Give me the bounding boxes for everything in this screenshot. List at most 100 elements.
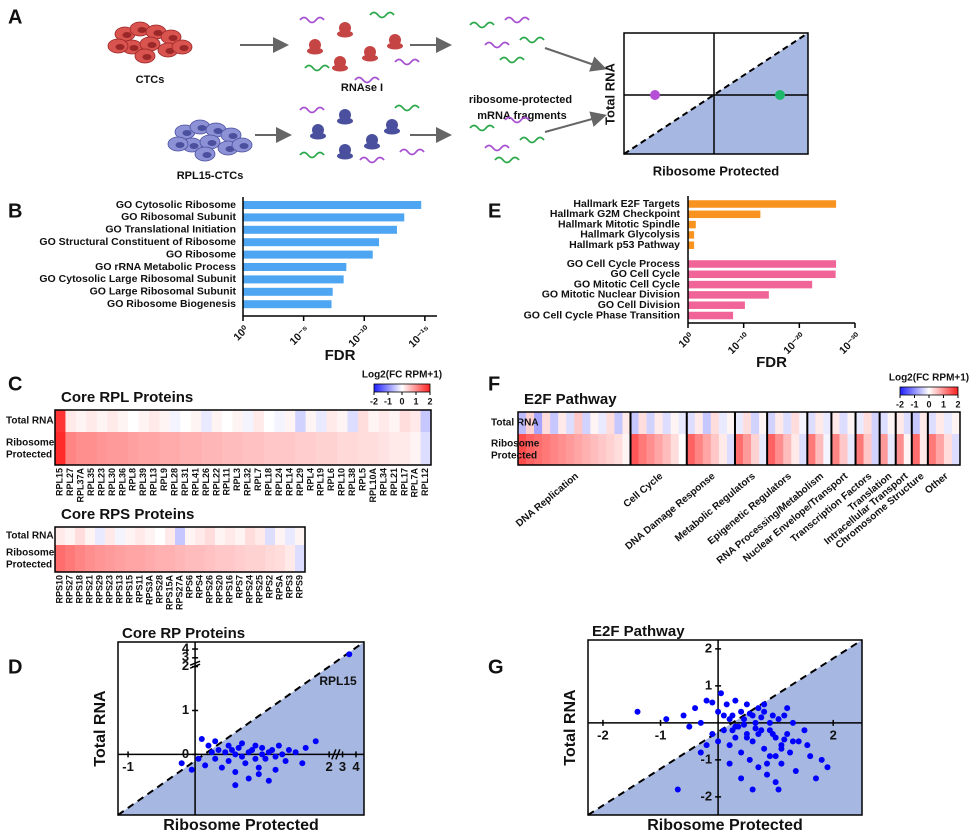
axis-title: Ribosome Protected [163, 817, 319, 834]
colorbar-title: Log2(FC RPM+1) [889, 373, 969, 384]
heatmap-cell [75, 432, 87, 465]
arrow [544, 111, 607, 133]
heatmap-cell [895, 412, 905, 434]
category-label: GO rRNA Metabolic Process [95, 261, 236, 273]
heatmap-cell [125, 527, 136, 545]
heatmap-cell [149, 410, 160, 432]
column-label: RPL24 [274, 468, 284, 496]
heatmap-cell [887, 412, 897, 434]
column-label: RPS11 [134, 575, 144, 603]
chart-title: Core RP Proteins [122, 625, 245, 642]
heatmap-cell [86, 410, 98, 432]
heatmap-cell [232, 410, 244, 432]
heatmap-cell [670, 412, 680, 434]
category-label: GO Cell Cycle Phase Transition [524, 309, 680, 321]
panel-letter: D [8, 656, 22, 678]
ribosome [310, 132, 326, 140]
point [781, 736, 788, 743]
point [738, 775, 745, 782]
colorbar-tick-label: -2 [896, 399, 904, 409]
column-label: RPL38 [347, 468, 357, 496]
heatmap-frame [54, 526, 306, 573]
bar [688, 231, 695, 239]
point [772, 753, 779, 760]
nucleus [168, 35, 178, 41]
column-label: RPL22 [211, 468, 221, 496]
point [775, 786, 782, 793]
heatmap-cell [678, 412, 688, 434]
chart-title: E2F Pathway [592, 623, 685, 640]
point [723, 701, 730, 708]
nucleus [202, 152, 212, 158]
y-tick-label: 1 [182, 702, 189, 717]
x-tick-label: 10⁻¹⁰ [726, 330, 753, 357]
label: RNAse I [341, 82, 383, 94]
point [249, 747, 256, 754]
heatmap-cell [911, 412, 921, 434]
heatmap-cell [225, 545, 236, 572]
heatmap-cell [598, 434, 607, 465]
point [789, 719, 796, 726]
x-tick-label: 10⁰ [676, 330, 696, 350]
heatmap-cell [783, 434, 792, 465]
heatmap-cell [558, 434, 567, 465]
heatmap-cell [55, 545, 66, 572]
nucleus [129, 45, 139, 51]
column-label: RPS10 [54, 575, 64, 604]
heatmap-cell [710, 434, 720, 465]
bar [688, 291, 769, 299]
heatmap-cell [245, 527, 256, 545]
heatmap-cell [378, 410, 390, 432]
column-label: RPS28 [154, 575, 164, 604]
x-tick-label: 10⁻³⁰ [837, 330, 864, 357]
category-label: Hallmark Mitotic Spindle [558, 218, 680, 230]
point [212, 755, 219, 762]
group-label: DNA Replication [514, 471, 581, 530]
column-label: RPS3A [144, 575, 154, 606]
point [738, 708, 745, 715]
heatmap-cell [265, 527, 276, 545]
colorbar-tick-label: 1 [413, 396, 418, 406]
x-tick-label: 2 [326, 759, 333, 774]
heatmap-cell [96, 410, 108, 432]
column-label: RPL11 [222, 468, 232, 496]
heatmap-cell [791, 434, 800, 465]
nucleus [137, 27, 147, 33]
row-label: Total RNA [6, 416, 54, 427]
panel-letter: B [8, 200, 22, 222]
heatmap-cell [222, 432, 233, 465]
axis-title: Total RNA [92, 690, 109, 767]
heatmap-cell [863, 412, 872, 434]
nucleus [153, 30, 163, 36]
heatmap-cell [155, 545, 166, 572]
column-label: RPL17 [399, 468, 409, 496]
column-label: RPL12 [420, 468, 430, 496]
panel-letter: E [488, 200, 501, 222]
column-label: RPL41 [190, 468, 200, 496]
heatmap-cell [105, 527, 116, 545]
mrna [494, 156, 520, 164]
axis-title: Ribosome Protected [653, 163, 779, 178]
column-label: RPS15A [164, 574, 174, 610]
heatmap-cell [225, 527, 236, 545]
heatmap-cell [326, 410, 338, 432]
column-label: RPL23 [96, 468, 106, 496]
nucleus [142, 54, 152, 60]
heatmap-cell [275, 545, 286, 572]
point [787, 749, 794, 756]
heatmap-cell [138, 432, 150, 465]
heatmap-cell [253, 410, 265, 432]
heatmap-cell [678, 434, 688, 465]
heatmap-cell [767, 412, 776, 434]
bar [688, 270, 836, 279]
heatmap-cell [185, 527, 196, 545]
point [729, 712, 736, 719]
heatmap-cell [65, 545, 76, 572]
point [205, 742, 212, 749]
heatmap-cell [65, 432, 77, 465]
group-label: Other [923, 471, 951, 497]
y-tick-label: 4 [182, 640, 190, 655]
heatmap-cell [799, 412, 808, 434]
axis-title: Ribosome Protected [647, 817, 803, 834]
